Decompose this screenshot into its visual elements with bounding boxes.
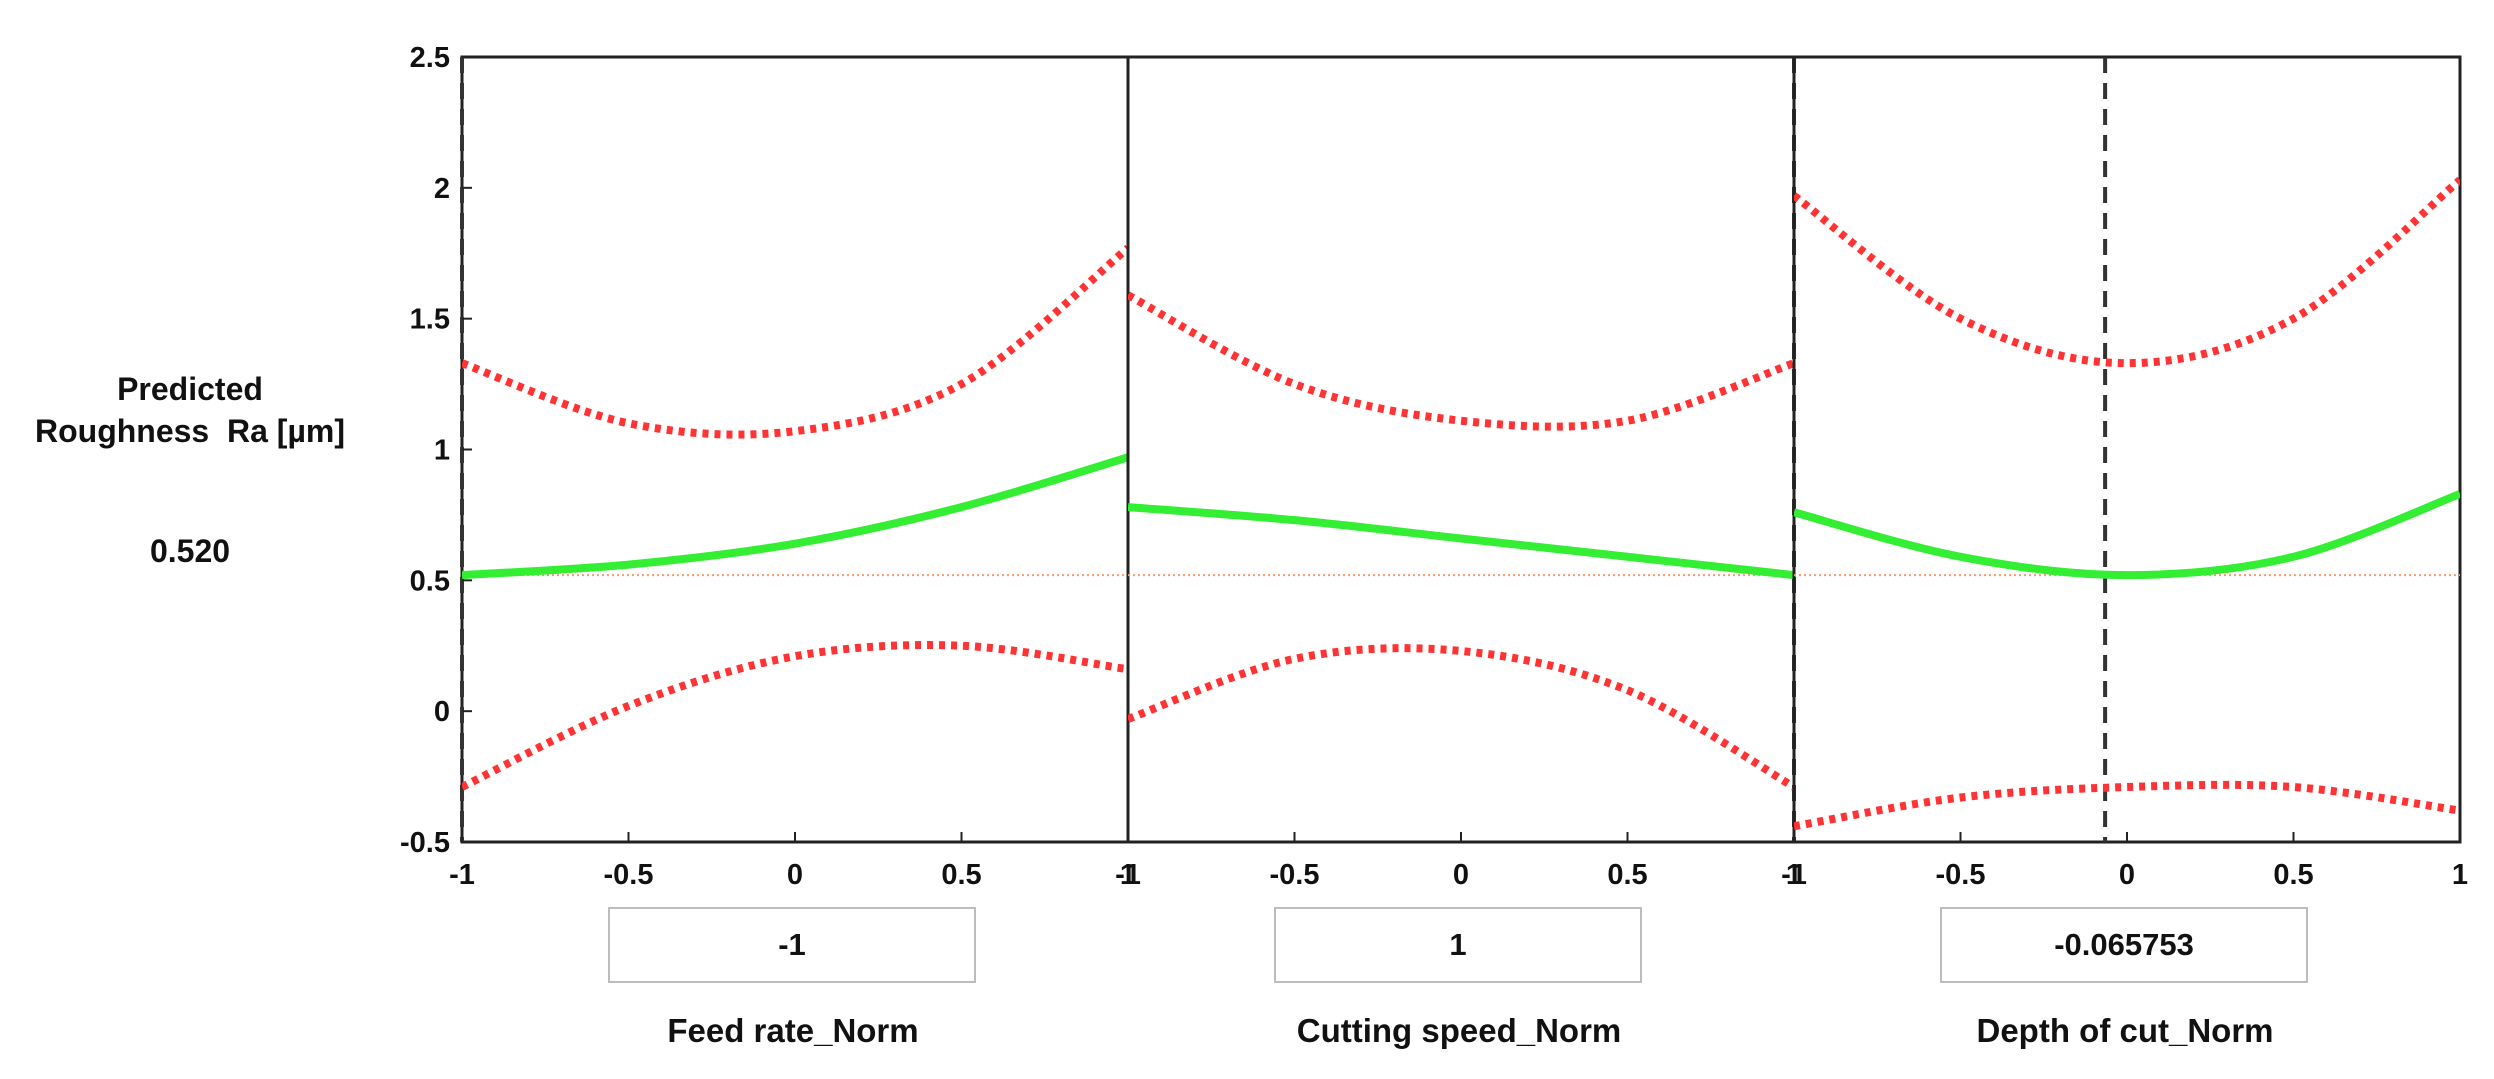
predicted-value-readout: 0.520 bbox=[149, 533, 231, 569]
x-tick-label-2-2: 0 bbox=[1453, 859, 1469, 891]
x-tick-label-1-1: -0.5 bbox=[604, 859, 654, 891]
cutting-speed-setting-input[interactable]: 1 bbox=[1274, 907, 1642, 983]
x-tick-label-2-0: -1 bbox=[1115, 859, 1141, 891]
cutting-speed-factor-label: Cutting speed_Norm bbox=[1296, 1012, 1622, 1049]
x-tick-label-1-2: 0 bbox=[787, 859, 803, 891]
y-tick-label-5: 2 bbox=[434, 173, 450, 205]
x-tick-label-2-4: 1 bbox=[1786, 859, 1802, 891]
x-tick-label-3-3: 0.5 bbox=[2273, 859, 2313, 891]
x-tick-label-2-3: 0.5 bbox=[1607, 859, 1647, 891]
x-tick-label-1-4: 1 bbox=[1120, 859, 1136, 891]
feed-rate-factor-label: Feed rate_Norm bbox=[667, 1012, 919, 1049]
x-tick-label-2-1: -0.5 bbox=[1270, 859, 1320, 891]
prediction-curve-3 bbox=[1794, 490, 2460, 580]
upper-bound-curve-3 bbox=[1794, 176, 2460, 368]
y-tick-label-0: -0.5 bbox=[400, 827, 450, 859]
lower-bound-curve-1 bbox=[462, 641, 1128, 791]
upper-bound-curve-1 bbox=[462, 244, 1128, 439]
x-tick-label-3-1: -0.5 bbox=[1936, 859, 1986, 891]
y-axis-label-line-2: Roughness Ra [µm] bbox=[34, 413, 345, 449]
x-tick-label-3-2: 0 bbox=[2119, 859, 2135, 891]
panel-frame-1 bbox=[460, 55, 1130, 844]
depth-of-cut-factor-label: Depth of cut_Norm bbox=[1976, 1012, 2274, 1049]
x-tick-label-1-3: 0.5 bbox=[941, 859, 981, 891]
feed-rate-setting-input[interactable]: -1 bbox=[608, 907, 976, 983]
y-tick-label-4: 1.5 bbox=[410, 304, 450, 336]
lower-bound-curve-2 bbox=[1128, 644, 1794, 791]
x-tick-label-3-0: -1 bbox=[1781, 859, 1807, 891]
x-tick-label-3-4: 1 bbox=[2452, 859, 2468, 891]
y-axis-label-line-1: Predicted bbox=[117, 371, 263, 407]
y-tick-label-2: 0.5 bbox=[410, 565, 450, 597]
panel-frame-3 bbox=[1792, 55, 2462, 844]
y-tick-label-3: 1 bbox=[434, 435, 450, 467]
prediction-curve-2 bbox=[1128, 503, 1794, 580]
y-axis-label: Predicted Roughness Ra [µm] bbox=[20, 368, 360, 452]
depth-of-cut-setting-input[interactable]: -0.065753 bbox=[1940, 907, 2308, 983]
upper-bound-curve-2 bbox=[1128, 291, 1794, 431]
lower-bound-curve-3 bbox=[1794, 780, 2460, 831]
y-tick-label-6: 2.5 bbox=[410, 42, 450, 74]
y-tick-label-1: 0 bbox=[434, 696, 450, 728]
x-tick-label-1-0: -1 bbox=[449, 859, 475, 891]
prediction-curve-1 bbox=[462, 453, 1128, 580]
